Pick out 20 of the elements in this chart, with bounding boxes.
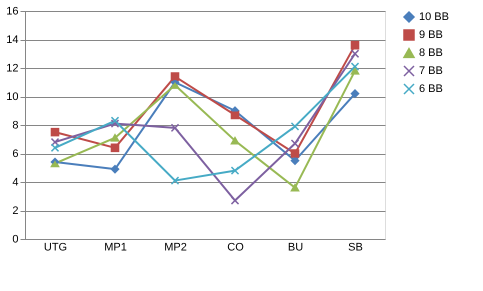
y-tick-label: 12 xyxy=(6,62,18,74)
legend-label: 10 BB xyxy=(419,11,449,23)
legend-label: 6 BB xyxy=(419,83,443,95)
legend-label: 9 BB xyxy=(419,29,443,41)
y-tick-label: 14 xyxy=(6,34,18,46)
legend-label: 7 BB xyxy=(419,65,443,77)
x-tick-label: UTG xyxy=(44,242,68,254)
x-tick-label: SB xyxy=(348,242,363,254)
x-tick-label: CO xyxy=(227,242,244,254)
legend-label: 8 BB xyxy=(419,47,443,59)
y-tick-label: 10 xyxy=(6,91,18,103)
y-tick-label: 0 xyxy=(12,234,18,246)
x-tick-label: MP2 xyxy=(164,242,187,254)
x-tick-label: MP1 xyxy=(104,242,127,254)
x-tick-label: BU xyxy=(288,242,304,254)
y-tick-label: 16 xyxy=(6,6,18,18)
y-tick-label: 6 xyxy=(12,148,18,160)
y-tick-label: 4 xyxy=(12,176,18,188)
y-tick-label: 2 xyxy=(12,205,18,217)
y-tick-label: 8 xyxy=(12,120,18,132)
